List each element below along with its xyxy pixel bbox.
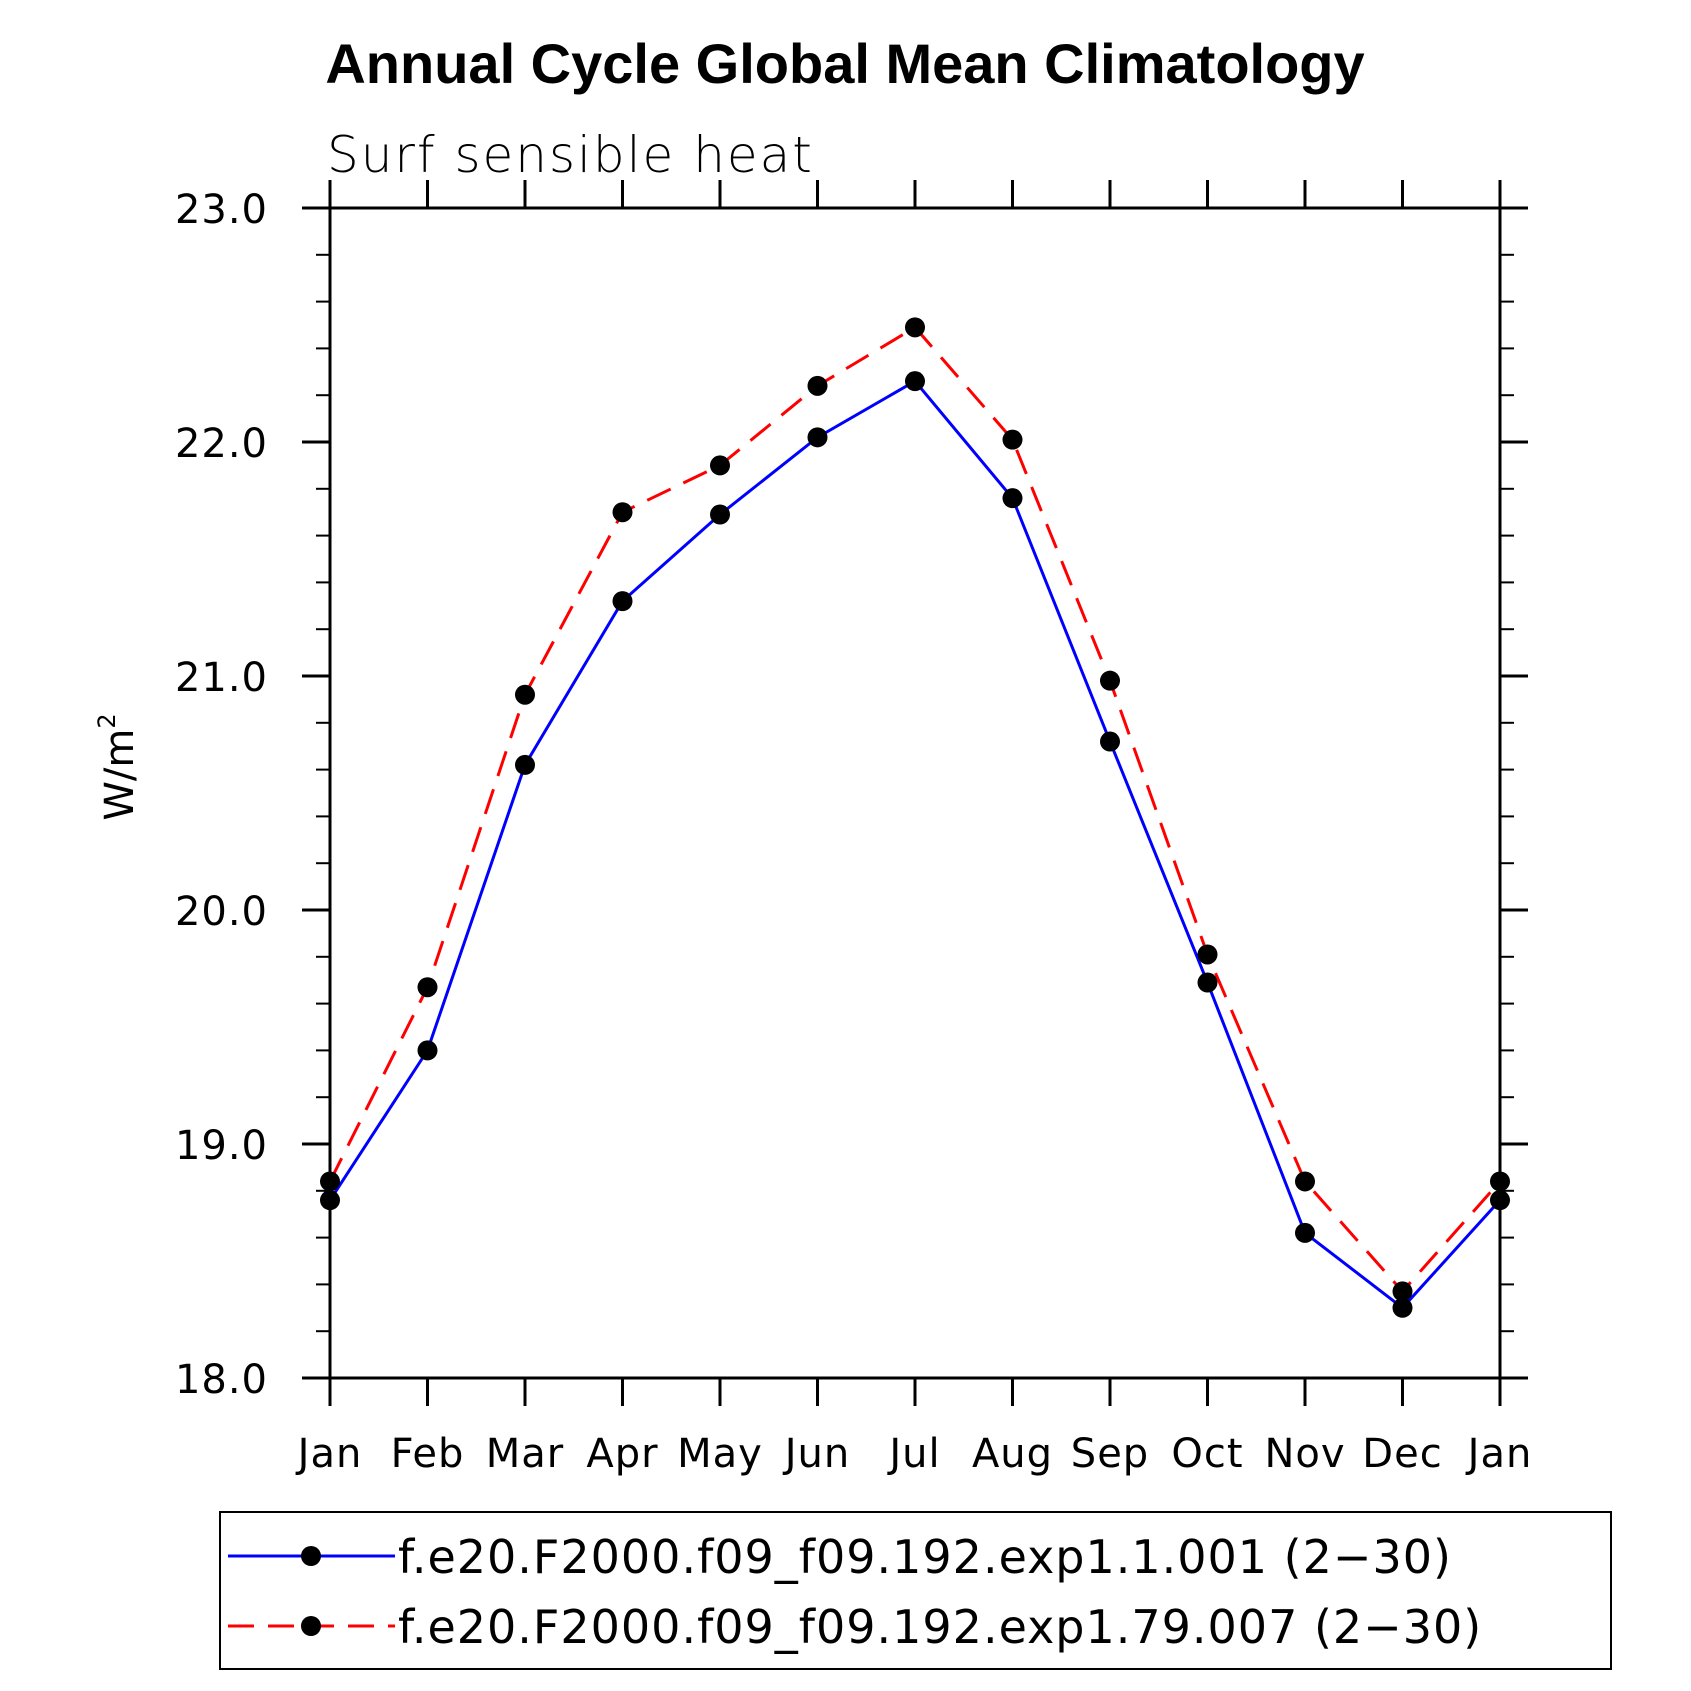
series-1-point [515,754,535,775]
series-1-point [807,427,828,448]
series-2-point [1197,944,1218,965]
series-1-point [320,1190,340,1211]
series-2-point [612,502,633,523]
series-1-point [417,1040,438,1061]
legend-marker-series-2 [301,1616,321,1636]
series-layer [320,317,1510,1318]
y-tick-label: 19.0 [175,1123,268,1169]
y-tick-label: 21.0 [175,655,268,701]
series-2-point [1392,1281,1413,1302]
y-axis-label-main: W/m [97,729,143,821]
series-1-point [612,591,633,612]
x-tick-label: May [677,1431,763,1477]
x-tick-label: Sep [1071,1431,1149,1477]
series-2-point [1490,1171,1510,1192]
series-line-2 [328,325,1502,1294]
svg-text:W/m2: W/m2 [93,713,143,820]
series-1-point [1100,731,1120,752]
series-2-point [807,375,828,396]
x-tick-label: Dec [1362,1431,1442,1477]
series-1-point [905,371,925,392]
x-tick-label: Apr [586,1431,658,1477]
y-ticks: 18.0 19.0 20.0 21.0 22.0 23.0 [175,187,1528,1403]
x-tick-label: Jul [886,1431,940,1477]
series-line-1 [328,379,1502,1310]
legend-label-series-2: f.e20.F2000.f09_f09.192.exp1.79.007 (2−3… [398,1600,1482,1654]
series-2-point [1100,670,1120,691]
y-axis-label-sup: 2 [93,713,121,728]
series-2-point [1002,429,1023,450]
legend-label-series-1: f.e20.F2000.f09_f09.192.exp1.1.001 (2−30… [398,1530,1452,1584]
x-tick-label: Jan [295,1431,363,1477]
x-tick-label: Nov [1264,1431,1345,1477]
series-2-point [1295,1171,1315,1192]
legend: f.e20.F2000.f09_f09.192.exp1.1.001 (2−30… [219,1511,1612,1670]
x-tick-label: Jan [1465,1431,1533,1477]
y-tick-label: 20.0 [175,889,268,935]
series-1-point [1197,972,1218,993]
series-2-point [417,977,438,998]
chart-title: Annual Cycle Global Mean Climatology [325,32,1364,95]
legend-marker-series-1 [301,1546,321,1566]
x-tick-label: Feb [391,1431,465,1477]
y-axis-label: W/m2 [93,713,143,820]
x-tick-label: Oct [1171,1431,1243,1477]
series-2-point [905,317,925,338]
series-2-point [515,684,535,705]
series-1-point [1490,1190,1510,1211]
y-tick-label: 18.0 [175,1357,268,1403]
x-tick-label: Jun [782,1431,851,1477]
series-2-point [710,455,730,476]
y-tick-label: 23.0 [175,187,268,233]
chart-subtitle: Surf sensible heat [327,126,814,184]
series-1-point [710,504,730,525]
series-1-point [1002,488,1023,509]
legend-box [219,1511,1612,1670]
y-tick-label: 22.0 [175,421,268,467]
x-tick-label: Mar [486,1431,564,1477]
x-tick-label: Aug [972,1431,1053,1477]
series-1-point [1295,1222,1315,1243]
x-ticks: Jan Feb Mar Apr May Jun Jul Aug Sep Oct Nov Dec Jan [295,180,1533,1477]
series-1-point [1392,1297,1413,1318]
series-2-point [320,1171,340,1192]
